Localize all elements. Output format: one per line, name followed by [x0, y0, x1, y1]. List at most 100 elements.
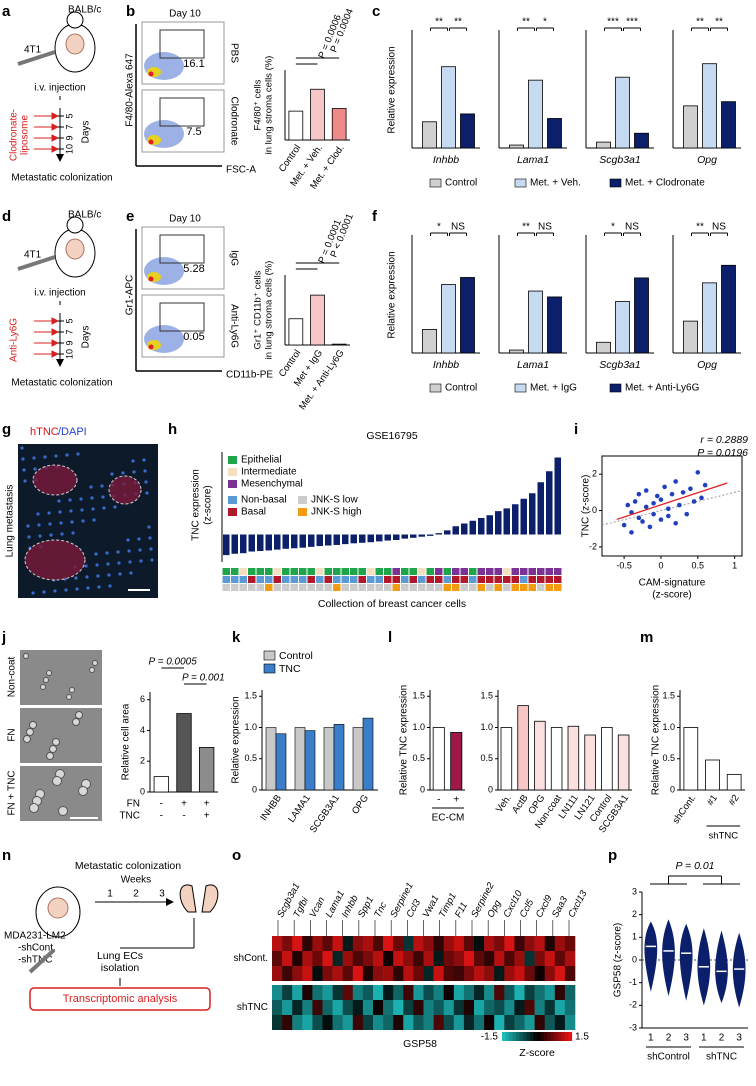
heatmap-cell	[292, 966, 303, 981]
bar	[617, 734, 630, 791]
point	[643, 488, 649, 493]
bar	[304, 730, 316, 791]
annotation-cell	[503, 568, 511, 575]
heatmap-cell	[352, 985, 364, 1000]
bar	[683, 320, 698, 354]
annotation-cell	[367, 576, 375, 583]
heatmap-cell	[342, 1015, 354, 1030]
bar	[495, 511, 502, 535]
bar	[359, 534, 366, 543]
heatmap-cell	[443, 1015, 455, 1030]
cell	[29, 803, 39, 813]
heatmap-cell	[474, 1015, 485, 1030]
label: 16.1	[183, 58, 204, 70]
point	[702, 482, 708, 488]
bar	[512, 504, 519, 535]
heatmap-cell	[332, 985, 343, 1000]
bar	[376, 534, 383, 542]
heatmap-cell	[494, 951, 505, 966]
label: Inhbb	[433, 154, 459, 166]
nucleus	[107, 573, 111, 577]
annotation-cell	[239, 568, 247, 575]
heatmap-cell	[534, 951, 545, 966]
annotation-cell	[375, 568, 383, 575]
legend-label: Epithelial	[241, 455, 282, 466]
nucleus	[69, 509, 73, 513]
heatmap-cell	[322, 1000, 333, 1015]
bar	[240, 534, 247, 554]
bar	[342, 534, 349, 545]
annotation-cell	[350, 584, 358, 591]
x-tick-label: 3	[736, 1033, 742, 1044]
annotation-cell	[273, 576, 281, 583]
heatmap-cell	[453, 936, 465, 951]
nucleus	[60, 532, 64, 536]
colorbar-cell	[509, 1032, 513, 1041]
heatmap-cell	[564, 966, 576, 981]
nucleus	[145, 491, 149, 495]
cell	[75, 711, 83, 719]
label: TNC	[119, 811, 140, 822]
heatmap-cell	[423, 985, 434, 1000]
arrow-head	[56, 359, 64, 367]
heatmap-cell	[433, 936, 444, 951]
mouse-head	[66, 216, 84, 234]
label: 9	[64, 135, 74, 140]
nucleus	[32, 456, 36, 460]
annotation-cell	[273, 584, 281, 591]
colorbar-cell	[561, 1032, 566, 1041]
bar	[486, 515, 493, 535]
heatmap-cell	[373, 1015, 384, 1030]
heatmap-cell	[413, 1015, 424, 1030]
label: (z-score)	[652, 590, 691, 601]
bar	[450, 732, 463, 791]
heatmap-cell	[494, 1015, 505, 1030]
label: Relative expression	[387, 46, 398, 133]
bar	[721, 264, 736, 354]
heatmap-cell	[433, 1000, 444, 1015]
bar	[288, 318, 304, 346]
point	[640, 519, 645, 524]
point	[688, 486, 693, 492]
nucleus	[117, 561, 121, 565]
label: 1	[107, 889, 113, 900]
label: NS	[451, 222, 465, 233]
nucleus	[92, 518, 96, 522]
annotation-cell	[520, 576, 528, 583]
injection-arrow	[34, 145, 60, 153]
annotation-cell	[545, 568, 553, 575]
point	[658, 517, 664, 522]
panel-letter: c	[372, 3, 380, 20]
nucleus	[68, 498, 72, 502]
bar	[176, 713, 192, 793]
heatmap-cell	[393, 985, 404, 1000]
label: Metastatic colonization	[11, 378, 112, 389]
point	[669, 491, 675, 497]
y-tick-label: 2	[632, 909, 637, 919]
label: 3	[159, 889, 165, 900]
heatmap-cell	[514, 1000, 525, 1015]
bar	[275, 733, 287, 791]
heatmap-cell	[433, 966, 444, 981]
heatmap-cell	[362, 985, 374, 1000]
heatmap-cell	[524, 951, 535, 966]
panel-letter: h	[168, 421, 177, 438]
heatmap-cell	[282, 936, 293, 951]
label: Clodronate-	[9, 109, 20, 161]
heatmap-cell	[312, 936, 323, 951]
x-tick-label: 0	[658, 560, 663, 570]
heatmap-cell	[534, 1000, 545, 1015]
heatmap-cell	[463, 936, 475, 951]
heatmap-cell	[443, 966, 455, 981]
panel-letter: p	[608, 847, 617, 864]
bar	[422, 328, 437, 354]
annotation-cell	[537, 568, 545, 575]
annotation-cell	[426, 584, 434, 591]
annotation-cell	[248, 576, 256, 583]
colorbar-cell	[516, 1032, 520, 1041]
x-tick-label: 2	[666, 1033, 672, 1044]
annotation-cell	[375, 584, 383, 591]
annotation-cell	[511, 568, 519, 575]
annotation-cell	[469, 584, 477, 591]
